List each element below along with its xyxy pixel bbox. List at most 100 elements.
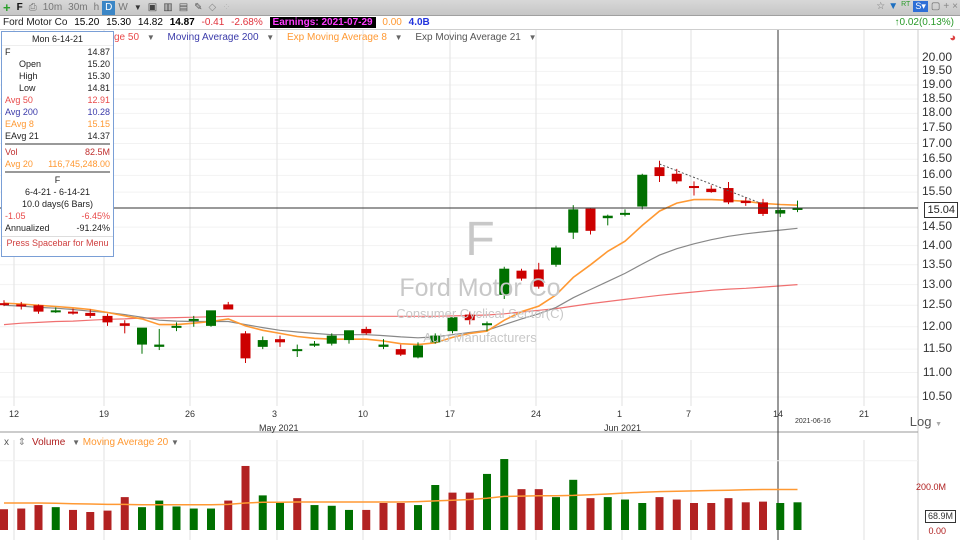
current-price-marker: 15.04	[924, 202, 958, 218]
legend-ma50[interactable]: ge 50 ▼	[114, 32, 160, 43]
volume-legend: x ⇕ Volume ▼ Moving Average 20 ▼	[4, 437, 179, 449]
legend-ma200-label: Moving Average 200	[167, 32, 259, 43]
close-icon[interactable]: ×	[952, 1, 958, 12]
price-axis-label: 17.00	[921, 135, 952, 150]
quote-bar: Ford Motor Co 15.20 15.30 14.82 14.87 -0…	[0, 16, 960, 30]
realtime-badge[interactable]: RT	[901, 1, 911, 8]
draw-pencil-icon[interactable]: ✎	[194, 1, 203, 13]
legend-volume[interactable]: Volume	[31, 437, 66, 448]
time-axis-label: 14	[773, 409, 784, 419]
range-pct: -6.45%	[81, 211, 110, 221]
after-hours-change: ↑0.02(0.13%)	[894, 17, 954, 28]
watermark-industry: Auto Manufacturers	[423, 330, 537, 345]
price-axis-label: 13.50	[921, 256, 952, 271]
move-icon[interactable]: +	[943, 1, 950, 12]
info-high-label: High	[19, 71, 38, 81]
time-axis-label: 24	[531, 409, 542, 419]
volume-axis-200m: 200.0M	[915, 482, 946, 492]
eraser-icon[interactable]: ◇	[208, 1, 217, 13]
range-dates: 6-4-21 - 6-14-21	[24, 187, 91, 197]
toolbar: + F ⎙ 10m 30m h D W ▼ ▣ ▥ ▤ ✎ ◇ ⁘ ☆ ▼ RT…	[0, 0, 960, 16]
interval-day[interactable]: D	[102, 0, 116, 15]
quote-market-cap: 4.0B	[408, 17, 430, 28]
price-axis-label: 20.00	[921, 50, 952, 64]
bar-chart-icon[interactable]: ▥	[163, 1, 173, 13]
price-chart[interactable]	[0, 30, 960, 540]
sync-button[interactable]: S▾	[913, 1, 928, 12]
info-eavg21-label: EAvg 21	[5, 131, 39, 141]
chevron-down-icon[interactable]: ▼	[266, 33, 275, 42]
window-controls: ☆ ▼ RT S▾ ▢ + ×	[876, 1, 958, 12]
time-axis-label: 17	[445, 409, 456, 419]
interval-hour[interactable]: h	[93, 1, 100, 13]
info-high: 15.30	[87, 71, 110, 81]
volume-axis-0: 0.00	[928, 526, 946, 536]
info-symbol-value: 14.87	[87, 47, 110, 57]
info-avg200-label: Avg 200	[5, 107, 38, 117]
close-volume-panel-button[interactable]: x	[4, 437, 9, 448]
time-axis-label: 10	[358, 409, 369, 419]
info-date: Mon 6-14-21	[2, 32, 113, 46]
watermark-sector: Consumer Cyclical Sector(C)	[396, 306, 564, 321]
time-axis-label: 7	[686, 409, 692, 419]
legend-ema21[interactable]: Exp Moving Average 21 ▼	[415, 32, 541, 43]
watermark-company: Ford Motor Co	[399, 274, 561, 302]
save-icon[interactable]: ▢	[930, 1, 941, 12]
info-open-label: Open	[19, 59, 42, 69]
time-axis-month: Jun 2021	[604, 423, 642, 433]
favorite-star-icon[interactable]: ☆	[876, 1, 886, 12]
info-eavg21: 14.37	[87, 131, 110, 141]
layout-icon[interactable]: ▤	[178, 1, 189, 13]
spacebar-menu-hint[interactable]: Press Spacebar for Menu	[2, 236, 113, 249]
price-axis-label: 19.00	[921, 76, 952, 91]
price-axis-label: 11.50	[922, 341, 952, 356]
log-scale-label: Log	[909, 414, 932, 429]
watermark-symbol: F	[465, 213, 495, 266]
info-eavg8: 15.15	[87, 119, 110, 129]
price-axis-label: 11.00	[922, 364, 952, 379]
info-vol-label: Vol	[5, 147, 18, 157]
share-icon[interactable]: ⁘	[222, 1, 231, 13]
chevron-down-icon[interactable]: ▼	[935, 421, 942, 428]
info-open: 15.20	[87, 59, 110, 69]
chevron-down-icon[interactable]: ▼	[171, 438, 179, 447]
annualized-value: -91.24%	[76, 223, 110, 233]
indicator-legend: ge 50 ▼ Moving Average 200 ▼ Exp Moving …	[114, 31, 547, 45]
price-axis-label: 14.00	[921, 237, 952, 252]
price-axis-label: 19.50	[921, 63, 952, 78]
chevron-down-icon[interactable]: ▼	[146, 33, 155, 42]
price-axis-label: 18.50	[921, 91, 952, 105]
resize-handle-icon[interactable]: ⇕	[17, 437, 27, 448]
earnings-badge: Earnings: 2021-07-29	[269, 17, 376, 28]
price-axis-label: 16.50	[921, 151, 952, 166]
interval-30m[interactable]: 30m	[68, 1, 88, 13]
interval-dropdown[interactable]: ▼	[133, 2, 142, 12]
printer-icon[interactable]: ⎙	[28, 1, 37, 13]
info-low: 14.81	[87, 83, 110, 93]
info-avg20: 116,745,248.00	[48, 159, 110, 169]
time-axis-label: 12	[9, 409, 20, 419]
info-eavg8-label: EAvg 8	[5, 119, 34, 129]
legend-ma50-label: ge 50	[114, 32, 140, 43]
chevron-down-icon[interactable]: ▼	[528, 33, 537, 42]
symbol-button[interactable]: F	[16, 1, 23, 13]
quote-high: 15.30	[106, 17, 132, 28]
filter-icon[interactable]: ▼	[888, 1, 899, 12]
chevron-down-icon[interactable]: ▼	[72, 438, 81, 447]
text-tool-icon[interactable]: ▣	[147, 1, 158, 13]
interval-10m[interactable]: 10m	[42, 1, 63, 13]
color-palette-icon[interactable]: ◕	[949, 32, 956, 44]
legend-ema8-label: Exp Moving Average 8	[287, 32, 387, 43]
info-vol: 82.5M	[84, 147, 110, 157]
range-symbol: F	[54, 175, 61, 185]
add-chart-button[interactable]: +	[3, 0, 11, 15]
chevron-down-icon[interactable]: ▼	[394, 33, 403, 42]
price-axis-label: 18.00	[921, 105, 952, 120]
legend-volume-ma20[interactable]: Moving Average 20	[82, 437, 169, 448]
legend-ma200[interactable]: Moving Average 200 ▼	[168, 32, 280, 43]
legend-ema8[interactable]: Exp Moving Average 8 ▼	[287, 32, 408, 43]
info-avg50-label: Avg 50	[5, 95, 33, 105]
data-window: Mon 6-14-21 F 14.87 Open 15.20 High 15.30 L…	[1, 31, 114, 257]
log-scale-toggle[interactable]: Log ▼	[910, 414, 942, 429]
interval-week[interactable]: W	[118, 1, 128, 13]
